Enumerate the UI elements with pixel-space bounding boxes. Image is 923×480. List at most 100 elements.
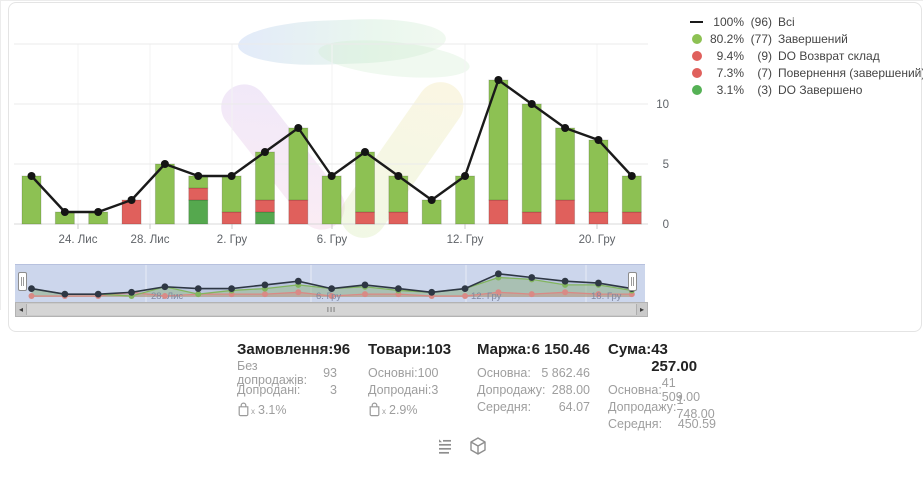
- bar-segment[interactable]: [321, 175, 342, 225]
- bar-segment[interactable]: [355, 211, 375, 225]
- package-view-button[interactable]: [468, 436, 488, 456]
- scrollbar-right-arrow-icon[interactable]: ▸: [639, 305, 644, 314]
- legend-dot-icon: [690, 67, 703, 78]
- bar-segment[interactable]: [521, 211, 542, 225]
- main-chart[interactable]: 0 5 10 24. Лис 28. Лис 2. Гру 6. Гру 12. Гру 20.…: [0, 0, 690, 256]
- line-point[interactable]: [260, 148, 269, 156]
- bar-segment[interactable]: [254, 211, 275, 225]
- bar-segment[interactable]: [555, 127, 576, 201]
- bar-segment[interactable]: [355, 151, 375, 213]
- stat-row-label: Без допродажів:: [237, 358, 308, 387]
- line-point[interactable]: [494, 76, 503, 84]
- navigator-chart[interactable]: 28. Лис 6. Гру 12. Гру 18. Гру: [15, 265, 645, 302]
- scrollbar-left-arrow-icon[interactable]: ◂: [19, 305, 24, 314]
- line-point[interactable]: [160, 160, 169, 168]
- range-navigator[interactable]: 28. Лис 6. Гру 12. Гру 18. Гру: [15, 264, 645, 302]
- bar-segment[interactable]: [221, 175, 242, 213]
- stat-row: Основні: 100: [368, 364, 438, 381]
- line-point[interactable]: [294, 124, 303, 132]
- x-tick-label: 24. Лис: [59, 234, 98, 246]
- stat-row-label: Допродані:: [368, 382, 432, 397]
- bar-segment[interactable]: [621, 211, 642, 225]
- line-point[interactable]: [94, 208, 103, 216]
- line-point[interactable]: [594, 136, 603, 144]
- upsell-x-subscript: x: [251, 407, 255, 416]
- legend-percent: 100%: [713, 14, 744, 29]
- bar-segment[interactable]: [521, 103, 542, 213]
- page-top-edge: [0, 0, 923, 1]
- line-point[interactable]: [27, 172, 36, 180]
- line-point[interactable]: [227, 172, 236, 180]
- bar-segment[interactable]: [488, 199, 509, 225]
- line-point[interactable]: [327, 172, 336, 180]
- line-point[interactable]: [194, 172, 203, 180]
- stat-title-label: Замовлення:: [237, 341, 334, 358]
- legend-item[interactable]: 7.3% (7) Повернення (завершений): [690, 64, 923, 81]
- bar-segment[interactable]: [288, 199, 309, 225]
- bar-segment[interactable]: [154, 163, 175, 225]
- y-tick-label: 0: [663, 219, 669, 231]
- legend-item[interactable]: 80.2% (77) Завершений: [690, 30, 923, 47]
- nav-point: [595, 291, 602, 298]
- upsell-rate-value: 3.1%: [258, 403, 287, 417]
- legend-label: Всі: [778, 14, 795, 29]
- legend-percent: 9.4%: [716, 48, 744, 63]
- stat-title-label: Товари:: [368, 341, 427, 358]
- line-point[interactable]: [461, 172, 470, 180]
- line-point[interactable]: [527, 100, 536, 108]
- bar-segment[interactable]: [388, 211, 409, 225]
- bar-segment[interactable]: [588, 139, 609, 213]
- stat-title-value: 6 150.46: [531, 341, 590, 358]
- legend-label: Завершений: [778, 31, 848, 46]
- bar-segment[interactable]: [188, 199, 209, 225]
- bar-segment[interactable]: [455, 175, 476, 225]
- bar-segment[interactable]: [555, 199, 576, 225]
- legend-item[interactable]: 100% (96) Всі: [690, 13, 923, 30]
- bar-segment[interactable]: [221, 211, 242, 225]
- chart-scrollbar[interactable]: ◂ III ▸: [15, 302, 648, 317]
- nav-tick-label: 12. Гру: [471, 291, 502, 302]
- nav-area: [31, 273, 632, 297]
- stat-row: Без допродажів: 93: [237, 359, 337, 387]
- bar-segment[interactable]: [621, 175, 642, 213]
- navigator-left-handle[interactable]: [18, 272, 27, 291]
- legend-item[interactable]: 3.1% (3) DO Завершено: [690, 81, 923, 98]
- nav-point: [28, 285, 35, 292]
- stat-column: Замовлення: 96 Без допродажів: 93 Допродані:…: [237, 341, 350, 417]
- nav-point: [362, 291, 368, 298]
- line-point[interactable]: [627, 172, 636, 180]
- nav-point: [495, 270, 502, 278]
- stat-row-label: Основна:: [477, 365, 531, 380]
- nav-point: [561, 277, 569, 285]
- stat-row-value: 1 748.00: [676, 392, 715, 421]
- legend-item[interactable]: 9.4% (9) DO Возврат склад: [690, 47, 923, 64]
- scrollbar-grip-icon[interactable]: III: [326, 304, 337, 314]
- sales-list-button[interactable]: [435, 436, 455, 456]
- line-point[interactable]: [60, 208, 69, 216]
- legend-dot-icon: [690, 50, 703, 61]
- x-tick-label: 2. Гру: [217, 234, 248, 246]
- stat-row: Основна: 41 509.00: [608, 376, 716, 404]
- line-point[interactable]: [394, 172, 403, 180]
- legend-count: (3): [757, 82, 772, 97]
- line-point[interactable]: [127, 196, 136, 204]
- line-point[interactable]: [427, 196, 436, 204]
- bar-segment[interactable]: [254, 199, 275, 213]
- nav-point: [462, 293, 469, 299]
- stat-row-label: Середня:: [477, 399, 532, 414]
- upsell-x-subscript: x: [382, 407, 386, 416]
- line-point[interactable]: [361, 148, 369, 156]
- legend-percent: 80.2%: [709, 31, 744, 46]
- bar-segment[interactable]: [588, 211, 609, 225]
- scrollbar-thumb[interactable]: III: [26, 304, 637, 315]
- bar-segment[interactable]: [188, 187, 209, 201]
- line-point[interactable]: [561, 124, 570, 132]
- nav-point: [595, 279, 602, 287]
- nav-point: [562, 289, 569, 296]
- stat-row-value: 93: [323, 365, 337, 380]
- bar-segment[interactable]: [254, 151, 275, 201]
- stat-row: Допродані: 3: [237, 381, 337, 398]
- nav-point: [94, 290, 102, 298]
- navigator-right-handle[interactable]: [628, 272, 637, 291]
- legend-label: DO Возврат склад: [778, 48, 880, 63]
